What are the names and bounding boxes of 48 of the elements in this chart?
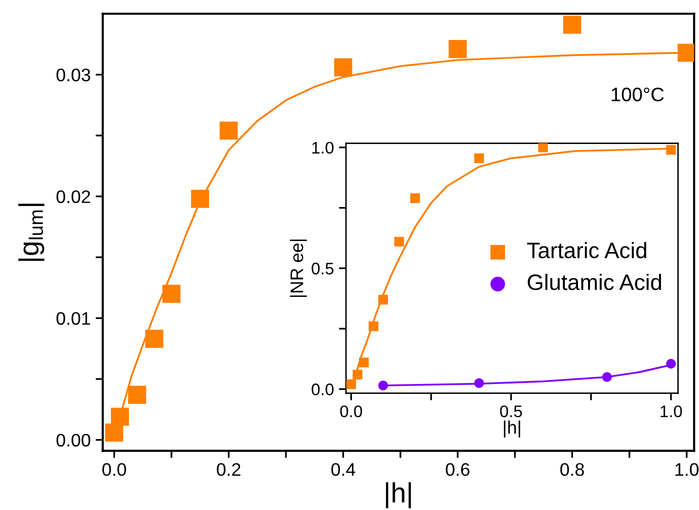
y-tick-label: 0.0 <box>312 384 334 396</box>
point <box>162 284 180 303</box>
legend-label: Glutamic Acid <box>528 274 662 290</box>
x-tick-label: 0.4 <box>331 463 356 476</box>
point <box>378 380 388 390</box>
point <box>334 58 352 76</box>
point <box>448 40 467 58</box>
legend-label: Tartaric Acid <box>527 242 646 258</box>
x-tick-label: 0.2 <box>216 463 240 476</box>
point <box>191 190 210 208</box>
point <box>410 193 420 204</box>
y-axis-title: |NR ee| <box>290 240 307 297</box>
point <box>678 44 694 62</box>
point <box>602 372 612 382</box>
point <box>145 330 164 348</box>
point <box>128 386 146 404</box>
y-tick-label: 0.01 <box>56 312 90 325</box>
y-tick-label: 0.5 <box>312 262 334 274</box>
x-tick-label: 0.8 <box>560 463 584 476</box>
point <box>346 379 356 390</box>
point <box>110 408 129 426</box>
x-tick-label: 0.5 <box>500 405 522 418</box>
point <box>368 321 378 332</box>
y-tick-label: 0.03 <box>56 68 90 82</box>
point <box>359 358 369 368</box>
point <box>563 16 582 34</box>
x-tick-label: 1.0 <box>660 405 682 418</box>
x-tick-label: 0.0 <box>102 463 126 476</box>
annotation: 100°C <box>612 88 664 102</box>
y-axis-title: |g$_{lum}$| <box>18 204 44 261</box>
point <box>105 424 124 442</box>
point <box>666 144 676 155</box>
x-tick-label: 0.6 <box>446 463 470 476</box>
point <box>394 236 404 247</box>
y-tick-label: 0.02 <box>56 190 90 204</box>
point <box>352 370 362 380</box>
x-axis-title: |h| <box>504 420 520 438</box>
point <box>474 153 484 164</box>
x-tick-label: 0.0 <box>340 405 362 418</box>
point <box>474 378 484 388</box>
point <box>538 143 548 152</box>
y-tick-label: 1.0 <box>312 142 334 154</box>
y-tick-label: 0.00 <box>56 434 90 447</box>
x-axis-title: |h| <box>386 482 411 508</box>
x-tick-label: 1.0 <box>675 463 699 476</box>
point <box>220 122 238 140</box>
point <box>666 358 676 369</box>
point <box>378 294 388 305</box>
